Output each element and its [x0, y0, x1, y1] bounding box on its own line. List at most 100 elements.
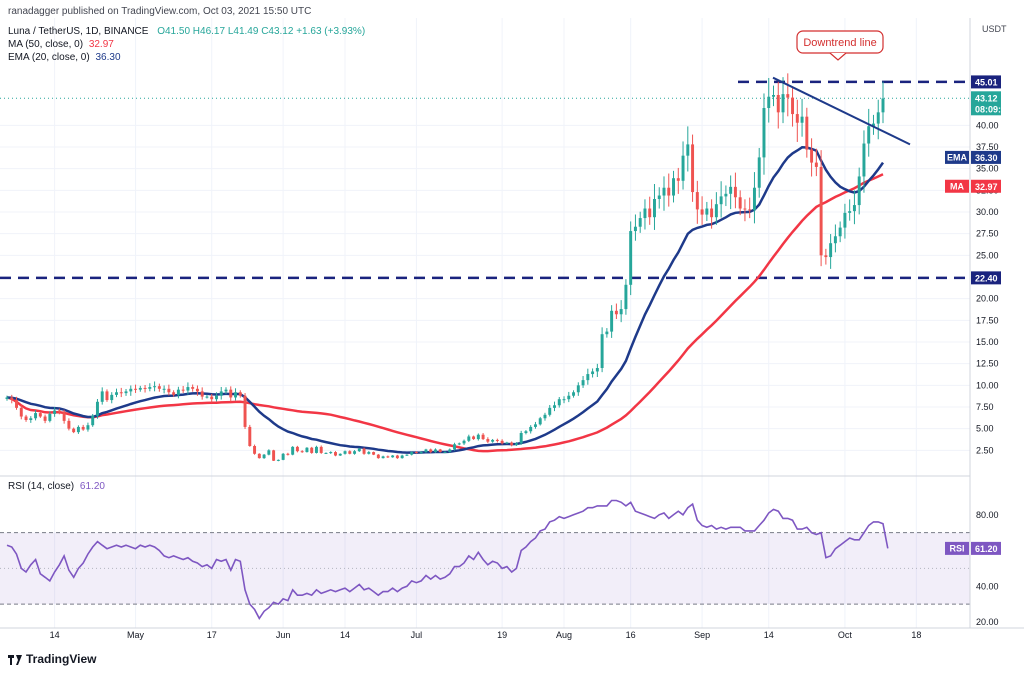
candle-body [443, 452, 447, 454]
tradingview-logo[interactable]: TradingView [8, 652, 96, 666]
candle-body [872, 123, 875, 127]
rsi-value-badge [971, 541, 1001, 555]
candle-body [838, 227, 842, 237]
candle-body [662, 187, 666, 196]
candle-body [348, 451, 352, 454]
candle-body [143, 387, 147, 389]
candle-body [510, 442, 514, 446]
candle-body [505, 442, 509, 444]
candle-body [81, 426, 85, 430]
x-tick-label: Oct [838, 630, 853, 640]
candle-body [57, 410, 61, 413]
candle-body [72, 428, 76, 433]
candle-body [805, 116, 809, 150]
candle-body [824, 255, 828, 258]
candle-body [310, 447, 314, 453]
candle-body [43, 416, 47, 421]
candle-body [205, 396, 209, 398]
candle-body [110, 394, 114, 401]
symbol-title: Luna / TetherUS, 1D, BINANCE [8, 26, 149, 37]
support-badge [971, 271, 1001, 285]
price-badge-text: 43.12 [975, 93, 998, 103]
candle-body [148, 387, 152, 389]
candle-body [195, 388, 199, 392]
ema-value-badge-text: 36.30 [975, 153, 998, 163]
candle-body [257, 453, 261, 459]
candle-body [543, 414, 547, 419]
resistance-badge-text: 45.01 [975, 77, 998, 87]
candle-body [353, 451, 357, 454]
candle-body [286, 453, 290, 455]
candle-body [129, 388, 133, 392]
candle-body [186, 387, 190, 391]
support-badge-text: 22.40 [975, 273, 998, 283]
candle-body [748, 209, 752, 211]
candle-body [5, 397, 9, 399]
price-badge-text: 08:09:21 [975, 104, 1011, 114]
candle-body [86, 425, 90, 430]
candle-body [795, 114, 799, 123]
candle-body [857, 176, 861, 206]
candle-body [791, 97, 795, 115]
candle-body [291, 446, 295, 455]
x-tick-label: 14 [764, 630, 774, 640]
candle-body [262, 454, 266, 459]
rsi-tick-label: 80.00 [976, 510, 999, 520]
ema-tag-text: EMA [947, 152, 968, 162]
candle-body [429, 449, 433, 453]
candle-body [419, 452, 423, 454]
candle-body [295, 446, 299, 452]
ema-legend[interactable]: EMA (20, close, 0) 36.30 [8, 52, 121, 63]
candle-body [495, 439, 499, 441]
candle-body [576, 385, 580, 393]
candle-body [319, 446, 323, 453]
x-tick-label: 19 [497, 630, 507, 640]
candle-body [519, 433, 523, 444]
candle-body [457, 443, 461, 445]
candle-body [772, 95, 775, 97]
candle-body [467, 436, 471, 441]
candle-body [700, 209, 704, 215]
y-tick-label: 2.50 [976, 445, 994, 455]
candle-body [786, 94, 790, 98]
y-tick-label: 37.50 [976, 142, 999, 152]
candle-body [833, 236, 837, 244]
candle-body [762, 108, 766, 158]
candle-body [486, 439, 490, 442]
rsi-line [6, 499, 889, 620]
candle-body [600, 334, 604, 368]
candle-body [733, 186, 737, 198]
candle-body [624, 284, 628, 310]
candle-body [62, 412, 66, 421]
candle-body [176, 389, 180, 395]
resistance-badge [971, 75, 1001, 89]
candle-body [229, 389, 233, 398]
rsi-legend[interactable]: RSI (14, close) 61.20 [8, 481, 105, 492]
candle-body [876, 112, 880, 124]
candle-body [48, 413, 52, 421]
x-tick-label: 18 [911, 630, 921, 640]
candle-body [343, 451, 347, 454]
candle-body [334, 452, 337, 456]
ma-legend[interactable]: MA (50, close, 0) 32.97 [8, 39, 114, 50]
candle-body [581, 380, 585, 386]
candle-body [448, 449, 452, 453]
candle-body [115, 392, 118, 395]
candle-body [729, 186, 733, 194]
candle-body [119, 392, 123, 394]
candle-body [29, 418, 33, 420]
x-tick-label: Jun [276, 630, 291, 640]
candle-body [767, 96, 771, 108]
candle-body [76, 426, 80, 433]
candle-body [500, 440, 504, 444]
candle-body [829, 243, 833, 258]
candle-body [53, 410, 57, 414]
candle-body [743, 208, 747, 210]
candle-body [414, 452, 418, 454]
y-tick-label: 10.00 [976, 380, 999, 390]
y-tick-label: 20.00 [976, 294, 999, 304]
candle-body [686, 144, 690, 156]
candle-body [38, 413, 42, 417]
